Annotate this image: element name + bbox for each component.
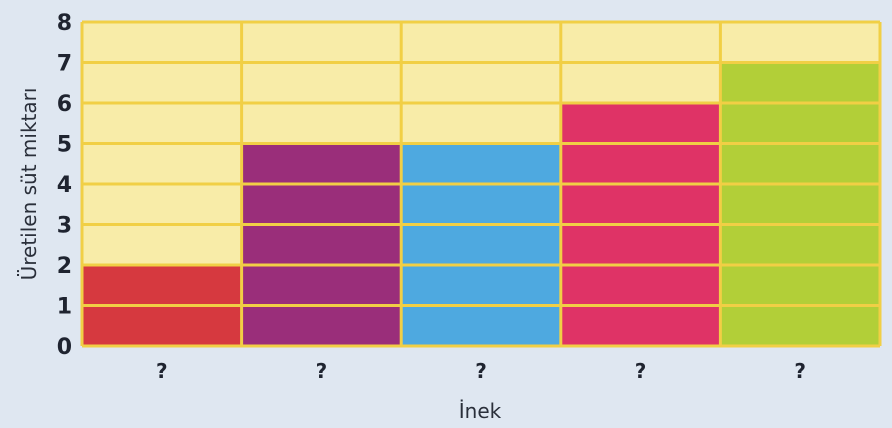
y-tick-label: 6 <box>57 92 72 117</box>
x-tick-labels: ????? <box>156 359 806 383</box>
gridlines <box>80 20 882 348</box>
y-tick-label: 3 <box>57 214 72 239</box>
x-tick-label: ? <box>475 359 487 383</box>
y-tick-label: 5 <box>57 133 72 158</box>
y-tick-label: 0 <box>57 335 72 360</box>
y-axis-title: Üretilen süt miktarı <box>17 88 41 281</box>
y-tick-label: 4 <box>57 173 72 198</box>
y-tick-labels: 0 1 2 3 4 5 6 7 8 <box>57 11 72 360</box>
y-tick-label: 2 <box>57 254 72 279</box>
x-tick-label: ? <box>794 359 806 383</box>
x-tick-label: ? <box>316 359 328 383</box>
y-tick-label: 8 <box>57 11 72 36</box>
x-axis-title: İnek <box>459 399 502 423</box>
bar-5 <box>720 62 880 346</box>
y-tick-label: 7 <box>57 52 72 77</box>
x-tick-label: ? <box>635 359 647 383</box>
bar-2 <box>241 143 402 346</box>
bar-3 <box>401 143 561 346</box>
x-tick-label: ? <box>156 359 168 383</box>
y-tick-label: 1 <box>57 295 72 320</box>
